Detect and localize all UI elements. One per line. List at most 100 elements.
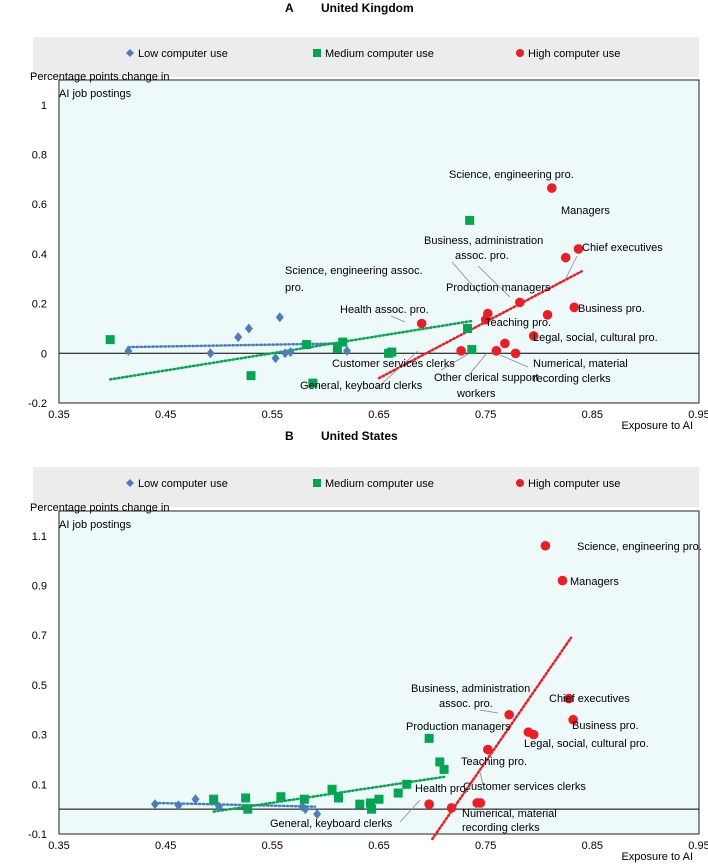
point-medium [333,793,343,803]
annotation-label: Health pro. [415,783,469,795]
annotation-label: Legal, social, cultural pro. [533,332,658,344]
annotation-label: workers [456,388,496,400]
point-medium [209,794,219,804]
y-tick-label: 0.7 [32,630,47,642]
y-tick-label: 0 [41,348,47,360]
annotation-label: General, keyboard clerks [300,380,423,392]
legend-box [33,37,699,77]
x-tick-label: 0.75 [475,409,496,421]
annotation-label: Science, engineering assoc. [285,265,423,277]
annotation-leader [564,255,578,281]
point-high [528,331,539,341]
point-medium [299,794,309,804]
point-medium [367,804,377,814]
annotation-label: Numerical, material [462,808,557,820]
annotation-label: assoc. pro. [439,698,493,710]
annotation-label: Business pro. [572,720,639,732]
point-low [206,348,215,359]
point-high [557,575,568,586]
point-medium [439,764,449,774]
point-low [271,353,280,364]
point-high [540,540,551,551]
y-tick-label: 0.9 [32,581,47,593]
annotation-leader [399,799,421,823]
panel-title: United Kingdom [321,1,414,15]
x-tick-label: 0.65 [368,409,389,421]
x-tick-label: 0.95 [688,840,708,852]
point-medium [276,792,286,802]
trendline-high [377,270,583,380]
point-low [313,809,322,820]
panel-letter: A [285,1,294,15]
point-low [215,801,223,812]
point-high [483,744,493,755]
annotation-label: Business, administration [411,683,530,695]
point-medium [243,804,253,814]
point-medium [387,347,397,357]
point-medium [402,779,412,789]
point-medium [241,793,251,803]
y-tick-label: 0.6 [32,199,47,211]
y-tick-label: 0.4 [32,249,47,261]
annotation-label: Managers [561,205,610,217]
annotation-label: Legal, social, cultural pro. [524,738,649,750]
legend-label-high: High computer use [528,478,620,490]
point-low [275,312,284,323]
x-tick-label: 0.35 [48,840,69,852]
legend-marker-medium [313,479,321,487]
annotation-label: pro. [285,282,304,294]
point-high [568,714,578,725]
y-tick-label: 0.1 [32,779,47,791]
point-medium [355,799,365,809]
y-tick-label: -0.1 [28,829,47,841]
plot-area [58,79,700,404]
point-medium [365,798,375,808]
annotation-leader [477,265,511,298]
point-high [542,309,553,320]
point-high [483,308,493,319]
point-high [504,709,514,720]
annotation-label: Customer services clerks [463,781,586,793]
annotation-label: Health assoc. pro. [340,304,429,316]
x-tick-label: 0.45 [155,840,176,852]
point-high [515,297,525,308]
plot-area [58,510,700,835]
y-axis-label: AI job postings [59,519,132,531]
legend-label-low: Low computer use [138,48,228,60]
y-axis-label: AI job postings [59,88,132,100]
y-tick-label: 0.3 [32,730,47,742]
legend-marker-low [126,49,134,57]
x-axis-label: Exposure to AI [621,851,693,863]
annotation-label: Managers [570,576,619,588]
annotation-leader [375,350,419,390]
point-low [301,804,310,815]
point-medium [301,340,311,350]
panel-title: United States [321,429,398,443]
annotation-label: Production managers [406,721,511,733]
point-medium [308,378,318,388]
annotation-leader [440,352,471,371]
point-medium [435,757,445,767]
x-tick-label: 0.45 [155,409,176,421]
annotation-label: Science, engineering pro. [577,541,702,553]
x-axis-label: Exposure to AI [621,420,693,432]
annotation-label: Numerical, material [533,358,628,370]
point-medium [463,323,473,333]
annotation-label: Production managers [446,282,551,294]
point-high [424,799,434,809]
point-high [573,244,584,254]
point-low [124,345,133,356]
point-low [234,332,243,343]
point-medium [338,337,348,347]
point-medium [393,788,403,798]
annotation-label: assoc. pro. [455,250,509,262]
x-tick-label: 0.85 [582,840,603,852]
y-tick-label: 1.1 [32,531,47,543]
legend-marker-high [516,479,524,487]
legend-label-medium: Medium computer use [325,478,434,490]
point-medium [467,345,477,355]
y-axis-label: Percentage points change in [30,71,169,83]
y-tick-label: 0.8 [32,150,47,162]
point-low [244,323,253,334]
